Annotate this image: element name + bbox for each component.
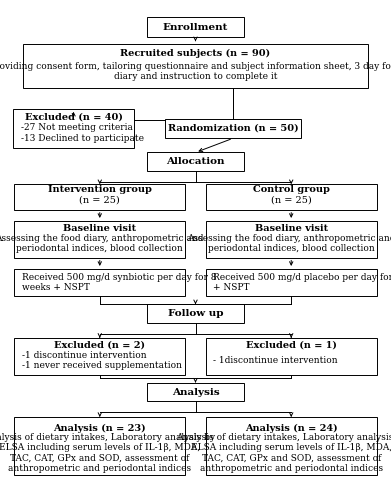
Text: Baseline visit: Baseline visit [63, 224, 136, 232]
Text: Analysis: Analysis [172, 388, 219, 396]
Text: Received 500 mg/d synbiotic per day for 8
weeks + NSPT: Received 500 mg/d synbiotic per day for … [22, 272, 216, 292]
Bar [13, 109, 134, 148]
Text: Intervention group: Intervention group [48, 185, 152, 194]
Text: Analysis of dietary intakes, Laboratory analysis by
ELSA including serum levels : Analysis of dietary intakes, Laboratory … [0, 433, 215, 473]
Bar [23, 44, 368, 88]
Bar [14, 221, 185, 258]
Text: Recruited subjects (n = 90): Recruited subjects (n = 90) [120, 48, 271, 58]
Text: - 1discontinue intervention: - 1discontinue intervention [213, 356, 338, 365]
Text: -27 Not meeting criteria
-13 Declined to participate: -27 Not meeting criteria -13 Declined to… [21, 124, 144, 143]
Text: Analysis (n = 24): Analysis (n = 24) [245, 424, 337, 433]
Text: Excluded (n = 2): Excluded (n = 2) [54, 341, 145, 350]
Bar [165, 118, 301, 139]
Bar [147, 383, 244, 402]
Text: Allocation: Allocation [166, 158, 225, 166]
Text: Enrollment: Enrollment [163, 22, 228, 32]
Text: Providing consent form, tailoring questionnaire and subject information sheet, 3: Providing consent form, tailoring questi… [0, 62, 391, 81]
Bar [206, 417, 377, 475]
Text: Analysis of dietary intakes, Laboratory analysis by
ELSA including serum levels : Analysis of dietary intakes, Laboratory … [176, 433, 391, 473]
Bar [14, 417, 185, 475]
Bar [14, 269, 185, 296]
Text: (n = 25): (n = 25) [79, 196, 120, 204]
Text: Assessing the food diary, anthropometric and
periodontal indices, blood collecti: Assessing the food diary, anthropometric… [0, 234, 204, 254]
Text: (n = 25): (n = 25) [271, 196, 312, 204]
Text: Assessing the food diary, anthropometric and
periodontal indices, blood collecti: Assessing the food diary, anthropometric… [187, 234, 391, 254]
Bar [14, 184, 185, 210]
Text: Excluded (n = 1): Excluded (n = 1) [246, 341, 337, 350]
Text: Baseline visit: Baseline visit [255, 224, 328, 232]
Bar [206, 184, 377, 210]
Text: Randomization (n = 50): Randomization (n = 50) [168, 124, 298, 133]
Bar [206, 269, 377, 296]
Bar [206, 221, 377, 258]
Text: -1 discontinue intervention
-1 never received supplementation: -1 discontinue intervention -1 never rec… [22, 351, 182, 370]
Bar [206, 338, 377, 374]
Bar [147, 304, 244, 323]
Text: Control group: Control group [253, 185, 330, 194]
Text: Received 500 mg/d placebo per day for 8 weeks
+ NSPT: Received 500 mg/d placebo per day for 8 … [213, 272, 391, 292]
Text: Follow up: Follow up [168, 309, 223, 318]
Bar [147, 152, 244, 171]
Bar [14, 338, 185, 374]
Bar [147, 17, 244, 38]
Text: Analysis (n = 23): Analysis (n = 23) [54, 424, 146, 433]
Text: Excluded (n = 40): Excluded (n = 40) [25, 112, 122, 121]
